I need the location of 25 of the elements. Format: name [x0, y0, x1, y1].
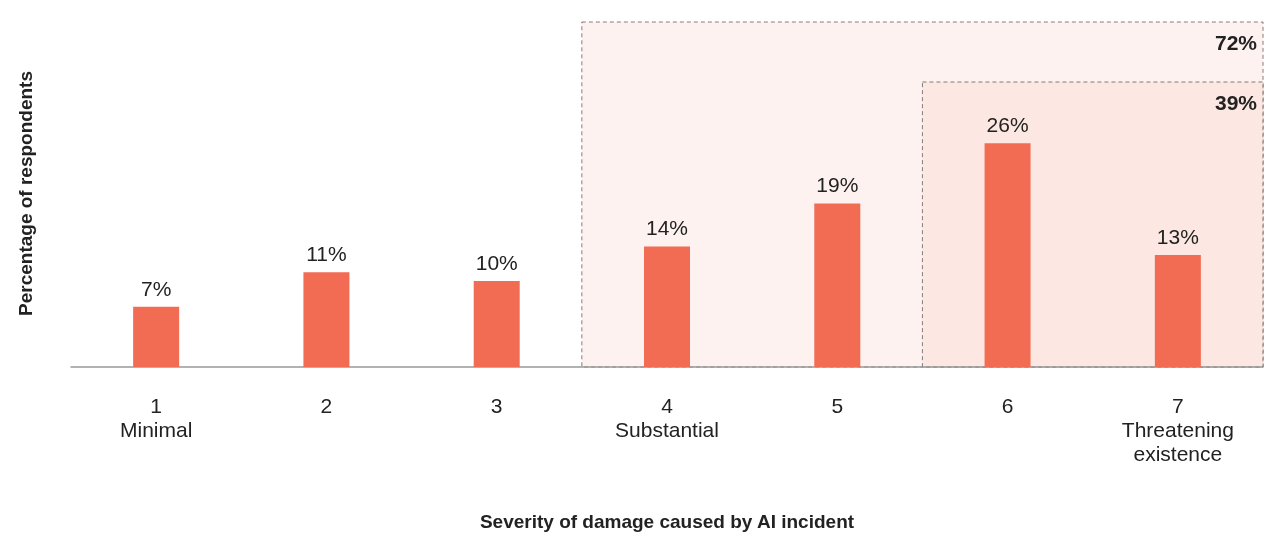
band-label: 72% [1214, 31, 1258, 54]
bar [1154, 255, 1201, 367]
bar [644, 246, 690, 367]
data-label: 26% [986, 113, 1029, 137]
x-tick-label: 5 [831, 393, 844, 417]
data-label: 11% [306, 242, 347, 266]
x-tick-label: 7 Threatening existence [1121, 393, 1234, 465]
x-axis-title: Severity of damage caused by AI incident [479, 511, 855, 532]
data-label: 13% [1156, 225, 1199, 249]
x-tick-label: 2 [320, 393, 333, 417]
y-axis-title: Percentage of respondents [15, 71, 36, 316]
x-tick-label: 3 [490, 393, 503, 417]
bar [814, 203, 861, 367]
data-label: 19% [816, 173, 859, 197]
data-label: 10% [475, 250, 518, 274]
bar [473, 280, 520, 367]
bar [303, 272, 350, 367]
x-tick-label: 6 [1001, 393, 1014, 417]
bar [133, 306, 180, 367]
x-tick-label: 4 Substantial [615, 393, 719, 441]
data-label: 7% [140, 276, 172, 300]
bar [984, 143, 1031, 367]
x-tick-label: 1 Minimal [119, 393, 193, 441]
band-label: 39% [1214, 91, 1258, 114]
data-label: 14% [645, 216, 689, 240]
